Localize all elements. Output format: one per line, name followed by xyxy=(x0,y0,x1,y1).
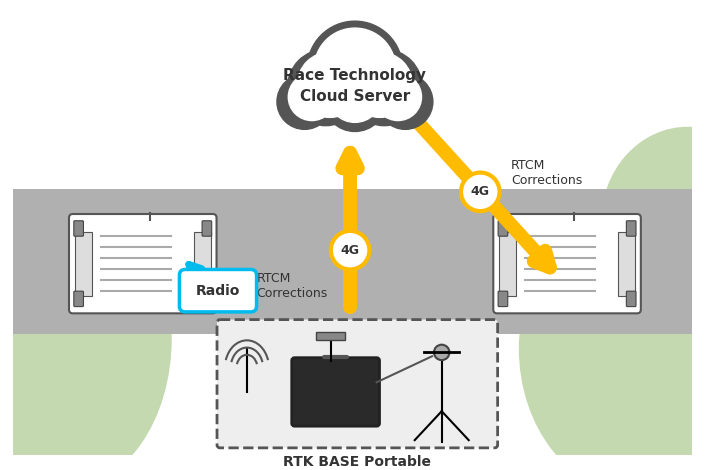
Circle shape xyxy=(331,231,369,269)
Text: RTCM
Corrections: RTCM Corrections xyxy=(257,272,328,300)
FancyBboxPatch shape xyxy=(194,232,211,296)
Text: 4G: 4G xyxy=(341,243,360,257)
FancyBboxPatch shape xyxy=(179,269,257,312)
Circle shape xyxy=(288,49,364,125)
FancyBboxPatch shape xyxy=(13,189,692,334)
Ellipse shape xyxy=(0,189,172,470)
Text: RTK BASE Portable: RTK BASE Portable xyxy=(283,454,431,469)
FancyBboxPatch shape xyxy=(626,291,636,306)
Circle shape xyxy=(434,345,449,360)
Text: Race Technology
Cloud Server: Race Technology Cloud Server xyxy=(283,68,427,104)
FancyBboxPatch shape xyxy=(74,221,83,236)
FancyBboxPatch shape xyxy=(317,332,345,340)
Circle shape xyxy=(288,73,336,121)
Circle shape xyxy=(461,172,500,211)
Circle shape xyxy=(307,21,403,117)
FancyBboxPatch shape xyxy=(626,221,636,236)
FancyBboxPatch shape xyxy=(498,291,508,306)
FancyBboxPatch shape xyxy=(618,232,635,296)
FancyBboxPatch shape xyxy=(493,214,641,313)
Circle shape xyxy=(346,49,422,125)
Circle shape xyxy=(323,68,387,132)
FancyBboxPatch shape xyxy=(499,232,516,296)
Circle shape xyxy=(314,28,396,110)
Text: 4G: 4G xyxy=(471,185,490,198)
FancyBboxPatch shape xyxy=(292,358,379,426)
Ellipse shape xyxy=(601,127,705,320)
Circle shape xyxy=(328,68,382,122)
FancyBboxPatch shape xyxy=(217,320,498,448)
FancyBboxPatch shape xyxy=(75,232,92,296)
FancyBboxPatch shape xyxy=(498,221,508,236)
Ellipse shape xyxy=(519,204,705,470)
Circle shape xyxy=(347,52,412,118)
Circle shape xyxy=(277,74,332,129)
FancyBboxPatch shape xyxy=(202,291,212,306)
Text: Radio: Radio xyxy=(196,284,240,298)
FancyBboxPatch shape xyxy=(202,221,212,236)
FancyBboxPatch shape xyxy=(74,291,83,306)
Circle shape xyxy=(298,52,362,118)
Circle shape xyxy=(374,73,422,121)
FancyBboxPatch shape xyxy=(69,214,216,313)
Circle shape xyxy=(378,74,433,129)
Text: RTCM
Corrections: RTCM Corrections xyxy=(511,158,582,187)
